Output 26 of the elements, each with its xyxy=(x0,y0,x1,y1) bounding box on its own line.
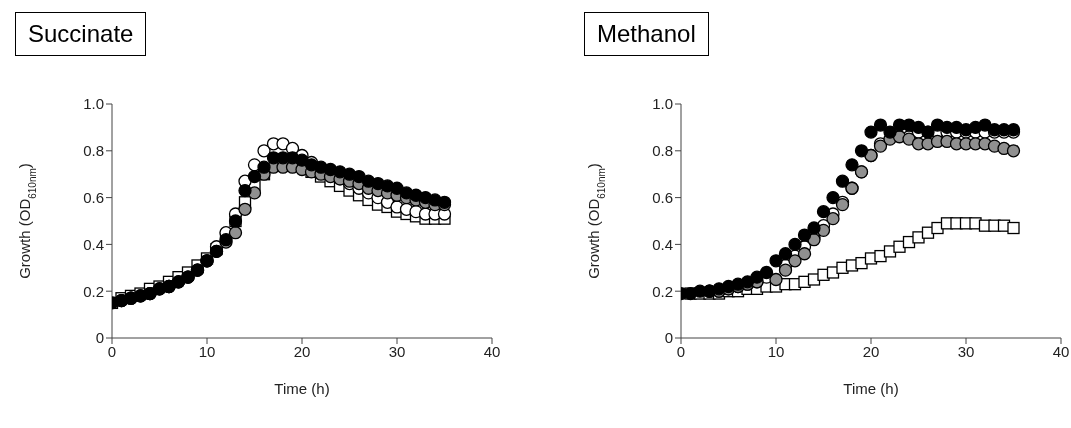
x-tick-label: 20 xyxy=(293,342,311,360)
y-tick-label: 0.2 xyxy=(652,282,673,300)
chart-title: Methanol xyxy=(584,12,709,56)
y-tick-label: 0.4 xyxy=(652,235,673,253)
x-axis-title: Time (h) xyxy=(843,380,899,397)
x-tick-label: 20 xyxy=(862,342,880,360)
y-tick-label: 0.4 xyxy=(83,235,104,253)
x-tick-label: 0 xyxy=(676,342,686,360)
x-tick-label: 30 xyxy=(957,342,975,360)
y-tick-label: 0.6 xyxy=(83,188,104,206)
x-tick-label: 40 xyxy=(483,342,501,360)
x-tick-label: 30 xyxy=(388,342,406,360)
y-tick-label: 0 xyxy=(664,329,673,347)
x-tick-label: 10 xyxy=(198,342,216,360)
y-tick-label: 0.8 xyxy=(83,142,104,160)
x-tick-label: 0 xyxy=(107,342,117,360)
x-axis-title: Time (h) xyxy=(274,380,330,397)
y-tick-label: 1.0 xyxy=(652,95,673,113)
y-tick-label: 0.8 xyxy=(652,142,673,160)
y-tick-label: 1.0 xyxy=(83,95,104,113)
x-tick-label: 10 xyxy=(767,342,785,360)
chart-title: Succinate xyxy=(15,12,147,56)
y-tick-label: 0.2 xyxy=(83,282,104,300)
x-tick-label: 40 xyxy=(1052,342,1070,360)
y-tick-label: 0 xyxy=(95,329,104,347)
y-tick-label: 0.6 xyxy=(652,188,673,206)
